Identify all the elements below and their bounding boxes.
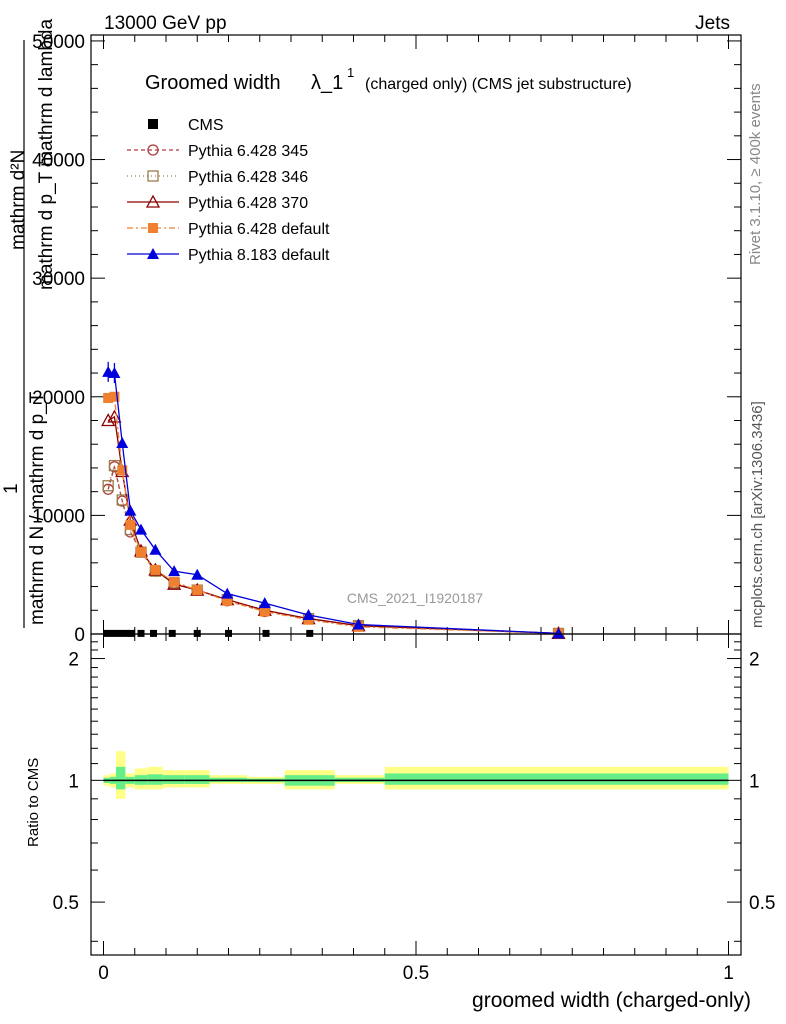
data-point	[145, 194, 161, 208]
series-4	[103, 391, 564, 639]
series-line	[108, 371, 559, 635]
series-line	[107, 466, 559, 635]
data-point	[191, 568, 204, 580]
x-axis-label: groomed width (charged-only)	[472, 989, 751, 1012]
y-tick-label: 0	[74, 625, 85, 646]
chart-title: Groomed width λ_1 1 (charged only) (CMS …	[145, 65, 632, 94]
y-tick-label: 20000	[32, 388, 85, 409]
series-2	[102, 459, 565, 640]
ratio-plot-frame	[90, 633, 742, 956]
series-3	[101, 409, 566, 640]
data-point	[135, 523, 147, 535]
legend-label: Pythia 8.183 default	[188, 247, 330, 264]
ratio-y-label: Ratio to CMS	[25, 758, 42, 847]
y-tick-label: 50000	[32, 32, 85, 53]
legend-label: CMS	[188, 117, 224, 134]
y-tick-label: 10000	[32, 506, 85, 527]
legend-label: Pythia 6.428 370	[188, 195, 308, 212]
ratio-y-tick-label-right: 0.5	[749, 893, 775, 914]
x-tick-label: 0	[98, 963, 109, 984]
ratio-axis-ticks: 0 0.5 1 0.5 0.5 1 1 2 2	[53, 634, 775, 984]
y-tick-label: 40000	[32, 151, 85, 172]
data-point	[101, 413, 116, 427]
ratio-bands	[103, 751, 729, 799]
data-point	[107, 409, 122, 423]
series-line	[107, 415, 559, 635]
series-line	[108, 396, 559, 635]
data-point	[109, 391, 120, 402]
data-point	[552, 627, 565, 639]
ratio-y-tick-label-right: 1	[749, 771, 760, 792]
y-label-line3: 1	[1, 483, 22, 494]
analysis-id: CMS_2021_I1920187	[347, 590, 483, 606]
data-point	[302, 609, 315, 621]
main-y-axis-label: mathrm d²N mathrm d p_T mathrm d lambda …	[1, 19, 57, 628]
data-point	[125, 519, 136, 530]
x-tick-label: 0.5	[403, 963, 429, 984]
legend-label: Pythia 6.428 default	[188, 221, 330, 238]
data-point	[136, 547, 146, 558]
data-point	[103, 392, 114, 403]
ratio-y-tick-label-right: 2	[749, 650, 760, 671]
data-point	[192, 585, 203, 596]
data-point	[352, 618, 365, 630]
main-axis-ticks: 0 10000 20000 30000 40000 50000	[32, 32, 741, 646]
ratio-band-green	[147, 774, 163, 785]
ratio-band-green	[116, 766, 126, 790]
data-point	[116, 437, 129, 449]
data-point	[259, 606, 270, 617]
ratio-y-tick-label: 2	[68, 650, 79, 671]
collision-label: 13000 GeV pp	[104, 13, 227, 34]
y-tick-label: 30000	[32, 269, 85, 290]
legend: CMS Pythia 6.428 345 Pythia 6.428 346 Pythi…	[127, 117, 330, 264]
data-point	[222, 595, 233, 606]
data-point	[117, 465, 128, 476]
y-label-line2: mathrm d p_T mathrm d lambda	[36, 19, 57, 290]
legend-label: Pythia 6.428 345	[188, 143, 308, 160]
data-point	[147, 170, 159, 182]
data-point	[147, 248, 159, 259]
data-point	[102, 480, 114, 492]
data-point	[169, 576, 180, 587]
title-suffix: (charged only) (CMS jet substructure)	[365, 76, 632, 93]
data-point	[168, 565, 181, 577]
title-superscript: 1	[347, 65, 354, 80]
data-point	[258, 597, 271, 609]
data-point	[148, 223, 158, 233]
data-point	[124, 504, 137, 516]
series-line	[107, 463, 559, 635]
x-tick-label: 1	[723, 963, 734, 984]
jets-label: Jets	[695, 13, 730, 34]
data-point	[221, 587, 234, 599]
y-label-line1: mathrm d²N	[8, 150, 29, 250]
legend-label: Pythia 6.428 346	[188, 169, 308, 186]
series-1	[102, 461, 565, 640]
y-label-line4: mathrm d N / mathrm d p_T	[27, 391, 48, 625]
title-main: Groomed width	[145, 72, 281, 94]
main-series-group	[101, 361, 566, 640]
data-point	[149, 543, 162, 555]
ratio-y-tick-label: 1	[68, 771, 79, 792]
ratio-y-tick-label: 0.5	[53, 893, 79, 914]
ratio-band-green	[162, 775, 185, 784]
data-point	[147, 144, 159, 156]
title-symbol: λ_1	[311, 72, 343, 94]
data-point	[148, 119, 158, 129]
ratio-band-green	[184, 775, 210, 784]
rivet-label: Rivet 3.1.10, ≥ 400k events	[747, 83, 764, 265]
ratio-band-green	[384, 773, 729, 785]
series-5	[102, 365, 565, 639]
mcplots-label: mcplots.cern.ch [arXiv:1306.3436]	[749, 401, 766, 628]
data-point	[150, 564, 161, 575]
